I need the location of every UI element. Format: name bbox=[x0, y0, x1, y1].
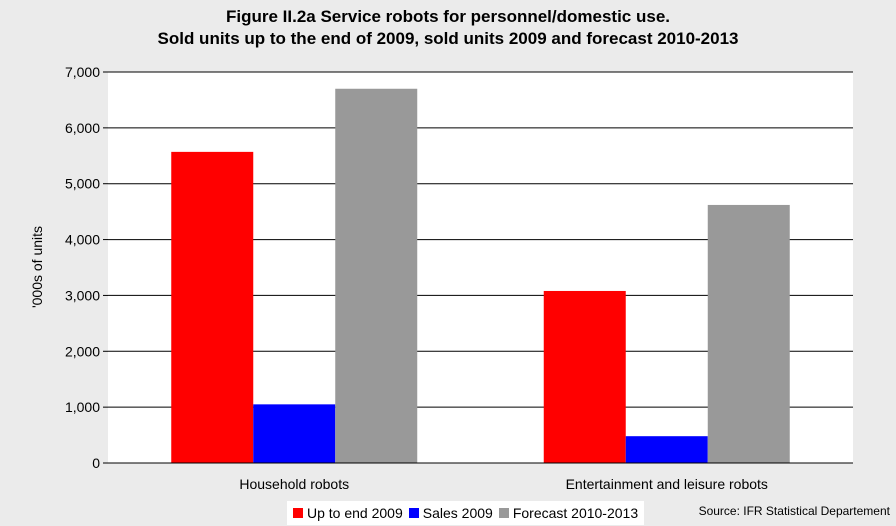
y-axis-label: '000s of units bbox=[29, 226, 45, 308]
legend-label: Up to end 2009 bbox=[307, 505, 403, 521]
y-tick-label: 1,000 bbox=[65, 399, 100, 415]
bar bbox=[543, 290, 626, 463]
x-tick-labels: Household robots Entertainment and leisur… bbox=[239, 476, 768, 492]
x-tick-label: Entertainment and leisure robots bbox=[566, 476, 768, 492]
x-tick-label: Household robots bbox=[239, 476, 349, 492]
bars bbox=[171, 88, 790, 463]
bar bbox=[707, 204, 790, 463]
y-tick-label: 3,000 bbox=[65, 287, 100, 303]
y-tick-labels: 0 1,000 2,000 3,000 4,000 5,000 6,000 7,000 bbox=[65, 64, 108, 471]
legend-swatch-grey bbox=[498, 508, 509, 518]
legend: Up to end 2009 Sales 2009 Forecast 2010-… bbox=[287, 501, 645, 525]
bar bbox=[171, 151, 254, 463]
bar bbox=[625, 436, 708, 463]
legend-item-sales-2009: Sales 2009 bbox=[408, 505, 493, 521]
legend-item-up-to-end-2009: Up to end 2009 bbox=[293, 505, 403, 521]
bar bbox=[335, 88, 418, 463]
y-tick-label: 6,000 bbox=[65, 120, 100, 136]
y-tick-label: 2,000 bbox=[65, 343, 100, 359]
legend-swatch-red bbox=[293, 508, 303, 518]
y-tick-label: 4,000 bbox=[65, 232, 100, 248]
y-tick-label: 5,000 bbox=[65, 176, 100, 192]
bar bbox=[253, 404, 336, 463]
chart-title-line-1: Figure II.2a Service robots for personne… bbox=[225, 7, 671, 26]
legend-item-forecast-2010-2013: Forecast 2010-2013 bbox=[498, 505, 639, 521]
source-note: Source: IFR Statistical Departement bbox=[698, 504, 890, 518]
chart-title: Figure II.2a Service robots for personne… bbox=[0, 6, 896, 50]
y-tick-label: 7,000 bbox=[65, 64, 100, 80]
legend-label: Sales 2009 bbox=[422, 505, 493, 521]
chart-title-line-2: Sold units up to the end of 2009, sold u… bbox=[157, 29, 739, 48]
legend-swatch-blue bbox=[408, 508, 419, 518]
y-tick-label: 0 bbox=[92, 455, 100, 471]
legend-label: Forecast 2010-2013 bbox=[512, 505, 639, 521]
